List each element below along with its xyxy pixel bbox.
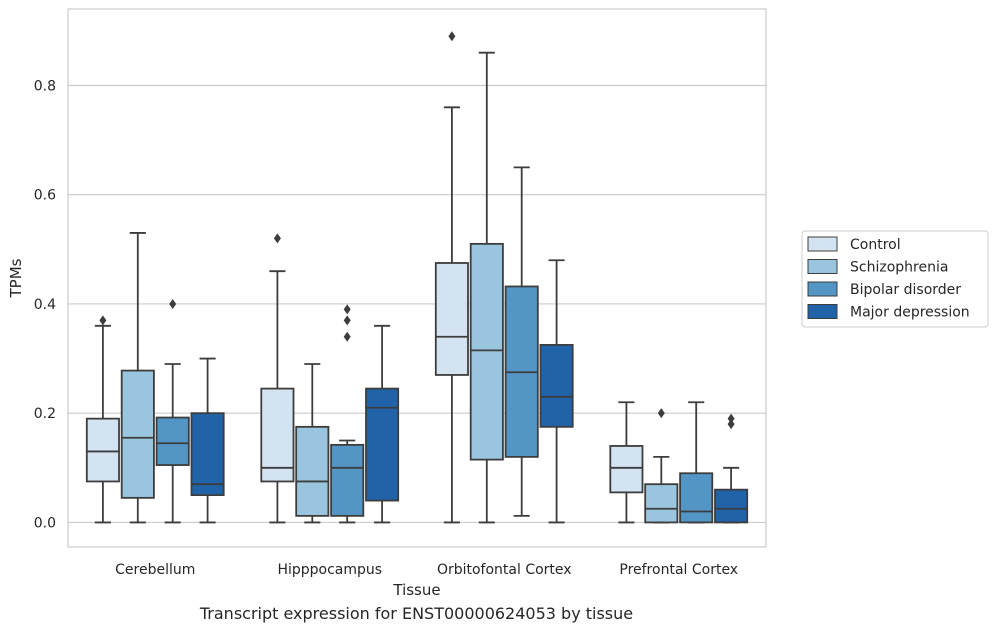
legend-label: Major depression	[850, 305, 970, 321]
box-body	[330, 443, 365, 517]
series-major-depression	[190, 259, 749, 524]
outlier-point	[727, 419, 735, 430]
outlier-point	[727, 413, 735, 424]
legend-swatch	[807, 304, 838, 319]
box-0	[85, 315, 120, 524]
box-1	[295, 363, 330, 524]
outlier-point	[99, 315, 107, 326]
box-body	[365, 387, 400, 502]
series-schizophrenia	[120, 51, 679, 524]
legend-swatch	[807, 259, 838, 274]
box-2	[504, 166, 539, 517]
legend-swatch	[807, 281, 838, 297]
legend-label: Control	[850, 237, 901, 253]
box-2	[539, 259, 574, 524]
series-bipolar-disorder	[155, 166, 714, 524]
chart-caption: Transcript expression for ENST0000062405…	[199, 604, 634, 623]
box-body	[120, 369, 155, 499]
legend-label: Bipolar disorder	[850, 282, 961, 298]
y-axis-label: TPMs	[7, 258, 25, 298]
y-tick-label: 0.6	[34, 188, 56, 204]
legend: Control Schizophrenia Bipolar disorder Majo…	[801, 230, 989, 328]
x-tick-label: Orbitofontal Cortex	[437, 562, 572, 578]
series-control	[85, 31, 644, 524]
box-body	[609, 445, 644, 494]
legend-label: Schizophrenia	[850, 260, 948, 276]
outlier-point	[169, 298, 177, 309]
box-0	[120, 232, 155, 524]
box-body	[644, 483, 679, 524]
box-1	[330, 304, 365, 524]
box-0	[190, 357, 225, 524]
y-tick-label: 0.4	[34, 297, 56, 313]
box-1	[260, 233, 295, 524]
outlier-point	[657, 408, 665, 419]
legend-swatch	[807, 236, 838, 252]
box-body	[155, 416, 190, 466]
box-series	[85, 31, 749, 524]
box-3	[644, 408, 679, 524]
legend-frame	[801, 230, 989, 328]
box-2	[469, 51, 504, 524]
box-body	[539, 344, 574, 428]
x-axis-ticks: Cerebellum Hipppocampus Orbitofontal Corte…	[115, 562, 738, 578]
plot-area-frame	[67, 8, 767, 548]
box-body	[260, 387, 295, 483]
box-body	[469, 242, 504, 461]
box-2	[434, 31, 469, 524]
box-body	[295, 425, 330, 517]
outlier-point	[343, 304, 351, 315]
box-3	[714, 413, 749, 524]
y-tick-label: 0.8	[34, 78, 56, 94]
box-0	[155, 298, 190, 524]
x-tick-label: Cerebellum	[115, 562, 195, 578]
y-axis-ticks: 0.0 0.2 0.4 0.6 0.8	[34, 78, 56, 531]
outlier-point	[448, 31, 456, 42]
outlier-point	[343, 315, 351, 326]
x-tick-label: Hipppocampus	[277, 562, 382, 578]
y-tick-label: 0.0	[34, 515, 56, 531]
y-tick-label: 0.2	[34, 406, 56, 422]
x-tick-label: Prefrontal Cortex	[619, 562, 738, 578]
box-body	[434, 262, 469, 376]
outlier-point	[273, 233, 281, 244]
box-1	[365, 324, 400, 524]
box-3	[609, 401, 644, 524]
box-body	[679, 472, 714, 524]
box-3	[679, 401, 714, 524]
box-body	[190, 412, 225, 497]
outlier-point	[343, 331, 351, 342]
box-body	[85, 417, 120, 483]
x-axis-label: Tissue	[392, 581, 440, 599]
box-body	[714, 488, 749, 524]
